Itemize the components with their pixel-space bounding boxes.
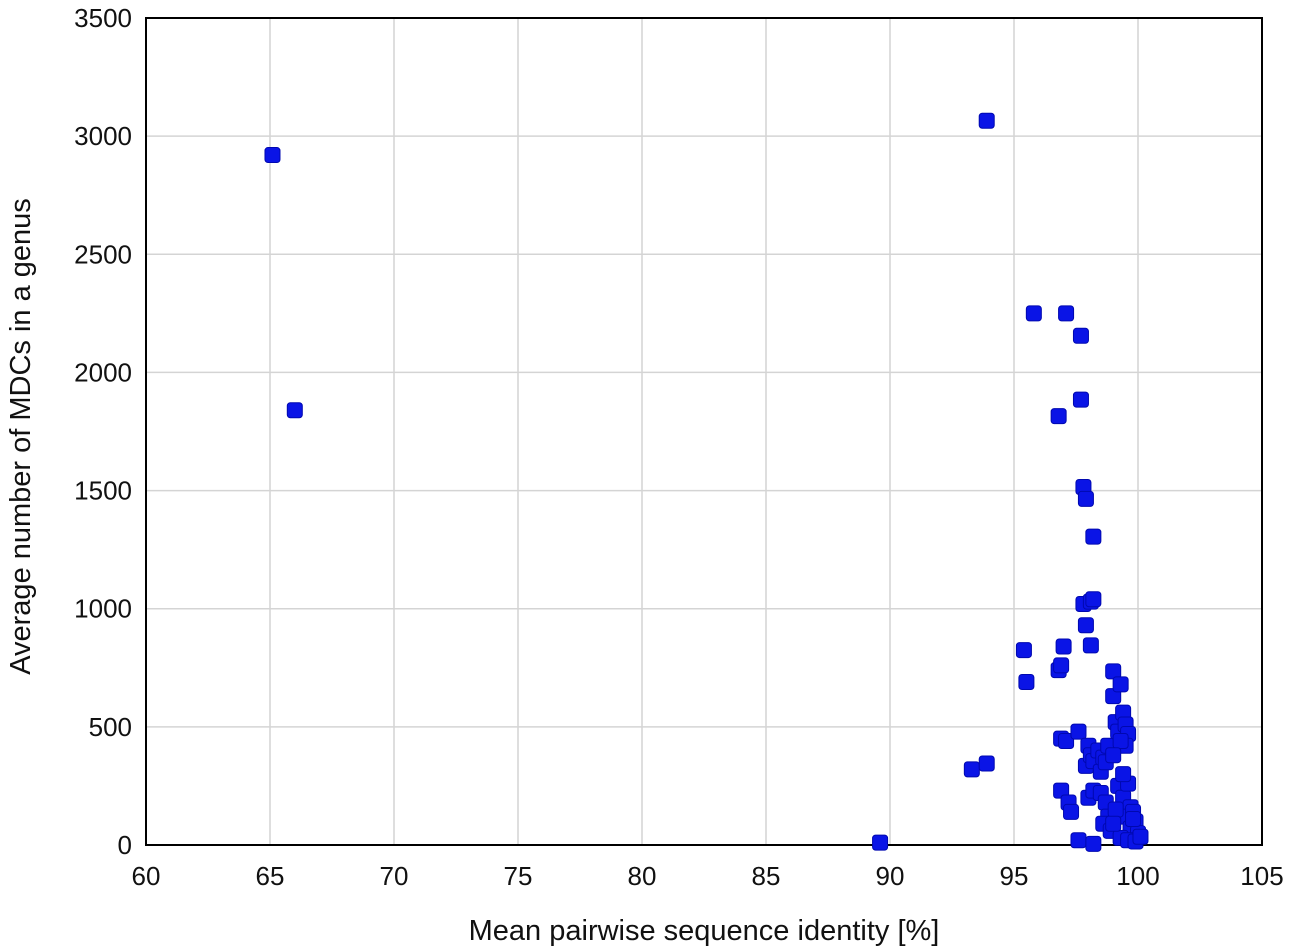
y-tick-label: 2000 [74, 357, 132, 387]
x-tick-label: 70 [380, 861, 409, 891]
data-point [1070, 832, 1087, 849]
data-point [963, 761, 980, 778]
y-tick-label: 2500 [74, 239, 132, 269]
x-tick-label: 60 [132, 861, 161, 891]
x-tick-label: 105 [1240, 861, 1283, 891]
y-tick-label: 1000 [74, 594, 132, 624]
y-tick-label: 500 [89, 712, 132, 742]
data-point [1058, 733, 1075, 750]
data-point [1058, 305, 1075, 322]
y-tick-label: 0 [118, 830, 132, 860]
data-point [1050, 408, 1067, 425]
y-axis-label: Average number of MDCs in a genus [5, 198, 37, 675]
data-point [1053, 657, 1070, 674]
x-tick-label: 90 [876, 861, 905, 891]
data-point [978, 755, 995, 772]
plot-frame [145, 17, 1263, 846]
x-tick-label: 80 [628, 861, 657, 891]
data-points [264, 112, 1149, 852]
x-axis-label: Mean pairwise sequence identity [%] [469, 915, 940, 947]
data-point [978, 112, 995, 129]
data-point [872, 834, 889, 851]
data-point [1112, 676, 1129, 693]
data-point [1105, 815, 1122, 832]
data-point [1105, 747, 1122, 764]
data-point [286, 402, 303, 419]
data-point [1125, 811, 1142, 828]
data-point [264, 147, 281, 164]
data-point [1132, 828, 1149, 845]
y-tick-label: 3500 [74, 3, 132, 33]
x-tick-label: 75 [504, 861, 533, 891]
data-point [1070, 723, 1087, 740]
x-tick-label: 65 [256, 861, 285, 891]
x-tick-label: 100 [1116, 861, 1159, 891]
y-tick-labels: 0 500 1000 1500 2000 2500 3000 3500 [74, 3, 132, 860]
data-point [1025, 305, 1042, 322]
data-point [1115, 766, 1132, 783]
data-point [1107, 801, 1124, 818]
data-point [1055, 638, 1072, 655]
y-tick-label: 3000 [74, 121, 132, 151]
x-tick-labels: 60 65 70 75 80 85 90 95 100 105 [132, 861, 1284, 891]
data-point [1085, 835, 1102, 852]
data-point [1077, 490, 1094, 507]
data-point [1015, 642, 1032, 659]
data-point [1072, 391, 1089, 408]
x-tick-label: 95 [1000, 861, 1029, 891]
x-tick-label: 85 [752, 861, 781, 891]
data-point [1063, 803, 1080, 820]
y-tick-label: 1500 [74, 476, 132, 506]
data-point [1072, 327, 1089, 344]
data-point [1018, 673, 1035, 690]
data-point [1085, 591, 1102, 608]
data-point [1112, 733, 1129, 750]
data-point [1085, 528, 1102, 545]
data-point [1077, 617, 1094, 634]
data-point [1082, 637, 1099, 654]
grid-lines [145, 17, 1263, 846]
